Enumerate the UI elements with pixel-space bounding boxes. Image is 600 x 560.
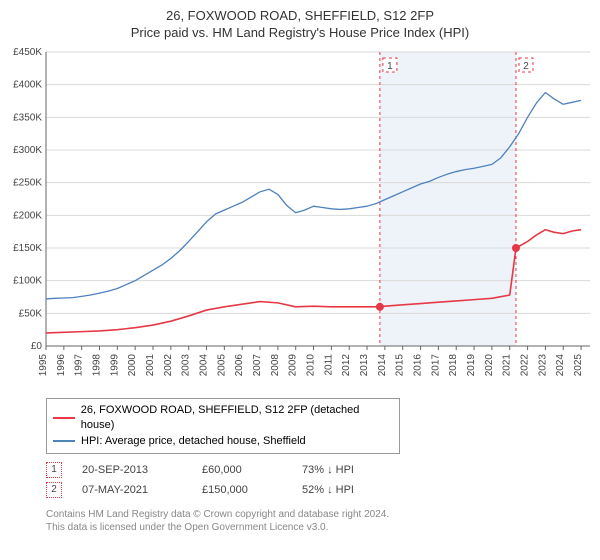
svg-text:2019: 2019 bbox=[466, 353, 477, 376]
legend-item: 26, FOXWOOD ROAD, SHEFFIELD, S12 2FP (de… bbox=[53, 403, 393, 434]
footer-note: Contains HM Land Registry data © Crown c… bbox=[46, 508, 592, 535]
svg-text:1995: 1995 bbox=[38, 353, 49, 376]
svg-text:2012: 2012 bbox=[341, 353, 352, 376]
svg-text:£250K: £250K bbox=[13, 177, 42, 188]
svg-text:2011: 2011 bbox=[323, 353, 334, 375]
svg-text:2020: 2020 bbox=[484, 353, 495, 376]
svg-text:2024: 2024 bbox=[555, 353, 566, 376]
event-marker-icon: 2 bbox=[46, 482, 62, 498]
legend-label: 26, FOXWOOD ROAD, SHEFFIELD, S12 2FP (de… bbox=[81, 403, 393, 434]
svg-text:2006: 2006 bbox=[234, 353, 245, 376]
event-table: 1 20-SEP-2013 £60,000 73% ↓ HPI 2 07-MAY… bbox=[46, 458, 592, 502]
svg-text:2017: 2017 bbox=[430, 353, 441, 376]
event-row: 2 07-MAY-2021 £150,000 52% ↓ HPI bbox=[46, 482, 592, 498]
svg-text:£200K: £200K bbox=[13, 210, 42, 221]
svg-text:2015: 2015 bbox=[395, 353, 406, 376]
svg-text:£150K: £150K bbox=[13, 243, 42, 254]
legend-swatch bbox=[53, 417, 75, 419]
footer-line: This data is licensed under the Open Gov… bbox=[46, 521, 592, 535]
svg-text:1997: 1997 bbox=[74, 353, 85, 376]
event-date: 07-MAY-2021 bbox=[82, 484, 182, 496]
chart-area: £0 £50K £100K £150K £200K £250K £300K £350K £400… bbox=[0, 46, 600, 396]
svg-text:£450K: £450K bbox=[13, 47, 42, 58]
svg-text:1998: 1998 bbox=[92, 353, 103, 376]
svg-text:2014: 2014 bbox=[377, 353, 388, 376]
svg-text:£350K: £350K bbox=[13, 112, 42, 123]
svg-text:2022: 2022 bbox=[520, 353, 531, 376]
footer-line: Contains HM Land Registry data © Crown c… bbox=[46, 508, 592, 522]
svg-text:£0: £0 bbox=[31, 341, 43, 352]
event-row: 1 20-SEP-2013 £60,000 73% ↓ HPI bbox=[46, 462, 592, 478]
svg-text:2016: 2016 bbox=[413, 353, 424, 376]
svg-text:2002: 2002 bbox=[163, 353, 174, 376]
chart-subtitle: Price paid vs. HM Land Registry's House … bbox=[0, 25, 600, 42]
svg-text:2010: 2010 bbox=[306, 353, 317, 376]
line-chart: £0 £50K £100K £150K £200K £250K £300K £350K £400… bbox=[0, 46, 600, 396]
chart-title: 26, FOXWOOD ROAD, SHEFFIELD, S12 2FP bbox=[0, 8, 600, 25]
svg-text:2009: 2009 bbox=[288, 353, 299, 376]
svg-text:£400K: £400K bbox=[13, 79, 42, 90]
event-date: 20-SEP-2013 bbox=[82, 464, 182, 476]
svg-text:1: 1 bbox=[387, 61, 393, 72]
legend-item: HPI: Average price, detached house, Shef… bbox=[53, 434, 393, 449]
event-delta: 52% ↓ HPI bbox=[302, 484, 354, 496]
svg-text:2005: 2005 bbox=[216, 353, 227, 376]
svg-text:2013: 2013 bbox=[359, 353, 370, 376]
svg-text:1996: 1996 bbox=[56, 353, 67, 376]
event-price: £150,000 bbox=[202, 484, 282, 496]
legend: 26, FOXWOOD ROAD, SHEFFIELD, S12 2FP (de… bbox=[46, 398, 400, 454]
svg-text:2023: 2023 bbox=[537, 353, 548, 376]
chart-titles: 26, FOXWOOD ROAD, SHEFFIELD, S12 2FP Pri… bbox=[0, 0, 600, 46]
svg-text:2025: 2025 bbox=[573, 353, 584, 376]
svg-text:2000: 2000 bbox=[127, 353, 138, 376]
svg-text:£50K: £50K bbox=[19, 308, 43, 319]
svg-text:2007: 2007 bbox=[252, 353, 263, 376]
svg-text:2001: 2001 bbox=[145, 353, 156, 376]
svg-text:2: 2 bbox=[523, 61, 529, 72]
svg-text:1999: 1999 bbox=[109, 353, 120, 376]
svg-text:2008: 2008 bbox=[270, 353, 281, 376]
legend-label: HPI: Average price, detached house, Shef… bbox=[81, 434, 306, 449]
event-delta: 73% ↓ HPI bbox=[302, 464, 354, 476]
svg-text:£300K: £300K bbox=[13, 145, 42, 156]
svg-text:£100K: £100K bbox=[13, 275, 42, 286]
event-marker-icon: 1 bbox=[46, 462, 62, 478]
svg-text:2003: 2003 bbox=[181, 353, 192, 376]
svg-text:2004: 2004 bbox=[199, 353, 210, 376]
legend-swatch bbox=[53, 440, 75, 442]
svg-text:2018: 2018 bbox=[448, 353, 459, 376]
svg-text:2021: 2021 bbox=[502, 353, 513, 376]
event-price: £60,000 bbox=[202, 464, 282, 476]
